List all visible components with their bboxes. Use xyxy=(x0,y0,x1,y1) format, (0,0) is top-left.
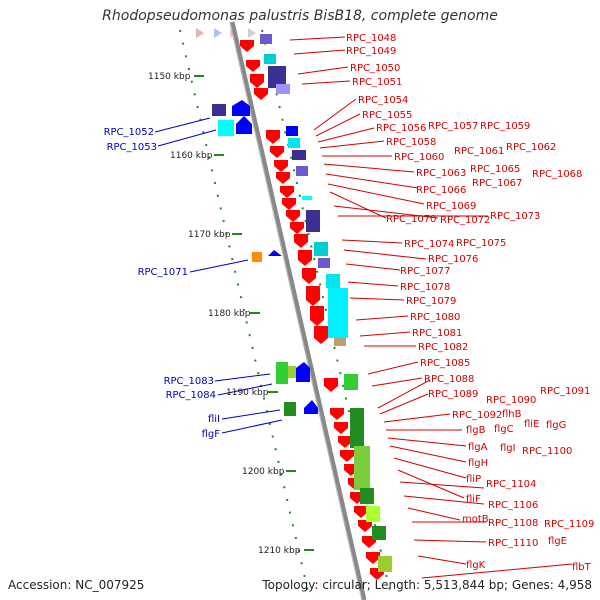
gene-label[interactable]: flgI xyxy=(500,443,516,454)
gene-label[interactable]: fliF xyxy=(466,494,481,505)
gene-label[interactable]: RPC_1077 xyxy=(400,266,450,277)
gene-label[interactable]: RPC_1075 xyxy=(456,238,506,249)
gene-label[interactable]: flgK xyxy=(466,560,486,571)
kbp-tick-marks xyxy=(194,75,314,551)
gene-label[interactable]: RPC_1079 xyxy=(406,296,456,307)
genome-summary-text: Topology: circular; Length: 5,513,844 bp… xyxy=(262,578,592,592)
kbp-label-1160: 1160 kbp xyxy=(170,151,213,161)
gene-label[interactable]: fliP xyxy=(466,474,481,485)
gene-label[interactable]: fliI xyxy=(208,414,220,425)
gene-label[interactable]: RPC_1109 xyxy=(544,519,594,530)
gene-label[interactable]: RPC_1083 xyxy=(164,376,214,387)
left-features xyxy=(212,100,318,416)
genome-backbone-highlight xyxy=(229,21,363,600)
ortholog-blocks xyxy=(260,34,392,572)
gene-label[interactable]: RPC_1055 xyxy=(362,110,412,121)
gene-label[interactable]: RPC_1061 xyxy=(454,146,504,157)
gene-label[interactable]: RPC_1054 xyxy=(358,95,408,106)
gene-label[interactable]: RPC_1073 xyxy=(490,211,540,222)
gene-label[interactable]: RPC_1070 xyxy=(386,214,436,225)
genome-backbone xyxy=(229,21,367,600)
gene-label[interactable]: RPC_1071 xyxy=(138,267,188,278)
gene-label[interactable]: RPC_1069 xyxy=(426,201,476,212)
gene-label[interactable]: RPC_1074 xyxy=(404,239,454,250)
gene-label[interactable]: RPC_1081 xyxy=(412,328,462,339)
right-connectors xyxy=(289,36,573,579)
left-connectors xyxy=(154,117,283,434)
gene-label[interactable]: RPC_1067 xyxy=(472,178,522,189)
right-gene-labels: RPC_1048 RPC_1049 RPC_1050 RPC_1051 RPC_… xyxy=(346,33,594,573)
kbp-label-1150: 1150 kbp xyxy=(148,72,191,82)
kbp-label-1170: 1170 kbp xyxy=(188,230,231,240)
gene-label[interactable]: RPC_1090 xyxy=(486,395,536,406)
gene-label[interactable]: RPC_1072 xyxy=(440,215,490,226)
gene-label[interactable]: RPC_1052 xyxy=(104,127,154,138)
gene-label[interactable]: RPC_1060 xyxy=(394,152,444,163)
gene-label[interactable]: flgF xyxy=(202,429,221,440)
gene-label[interactable]: motB xyxy=(462,514,489,525)
gene-label[interactable]: RPC_1084 xyxy=(166,390,216,401)
gene-label[interactable]: RPC_1053 xyxy=(107,142,157,153)
gene-label[interactable]: RPC_1062 xyxy=(506,142,556,153)
gene-label[interactable]: RPC_1076 xyxy=(428,254,478,265)
gene-label[interactable]: RPC_1104 xyxy=(486,479,536,490)
gene-label[interactable]: RPC_1085 xyxy=(420,358,470,369)
gene-label[interactable]: RPC_1068 xyxy=(532,169,582,180)
gene-label[interactable]: flgB xyxy=(466,425,486,436)
gene-label[interactable]: RPC_1091 xyxy=(540,386,590,397)
gene-label[interactable]: flgE xyxy=(548,536,567,547)
accession-text: Accession: NC_007925 xyxy=(8,578,145,592)
gene-label[interactable]: flgC xyxy=(494,424,514,435)
top-faded-marks xyxy=(196,28,256,38)
gene-label[interactable]: RPC_1110 xyxy=(488,538,538,549)
gene-label[interactable]: RPC_1092 xyxy=(452,410,502,421)
gene-label[interactable]: RPC_1080 xyxy=(410,312,460,323)
gene-label[interactable]: flgA xyxy=(468,442,488,453)
map-title: Rhodopseudomonas palustris BisB18, compl… xyxy=(102,8,498,24)
gene-label[interactable]: RPC_1066 xyxy=(416,185,466,196)
kbp-label-1200: 1200 kbp xyxy=(242,467,285,477)
gene-label[interactable]: RPC_1058 xyxy=(386,137,436,148)
gene-label[interactable]: RPC_1050 xyxy=(350,63,400,74)
gene-label[interactable]: fliE xyxy=(524,419,539,430)
gene-label[interactable]: flbT xyxy=(572,562,592,573)
gene-label[interactable]: RPC_1049 xyxy=(346,46,396,57)
gene-label[interactable]: flgH xyxy=(468,458,488,469)
gene-label[interactable]: flhB xyxy=(502,409,522,420)
gene-label[interactable]: RPC_1051 xyxy=(352,77,402,88)
kbp-label-1210: 1210 kbp xyxy=(258,546,301,556)
minus-strand-genes xyxy=(240,40,384,580)
kbp-label-1180: 1180 kbp xyxy=(208,309,251,319)
gene-label[interactable]: RPC_1082 xyxy=(418,342,468,353)
left-gene-labels: RPC_1052 RPC_1053 RPC_1071 RPC_1083 RPC_… xyxy=(104,127,221,440)
kbp-label-1190: 1190 kbp xyxy=(226,388,269,398)
gene-label[interactable]: RPC_1088 xyxy=(424,374,474,385)
gene-label[interactable]: RPC_1056 xyxy=(376,123,426,134)
gene-label[interactable]: RPC_1048 xyxy=(346,33,396,44)
gene-label[interactable]: RPC_1089 xyxy=(428,389,478,400)
gene-label[interactable]: flgG xyxy=(546,420,566,431)
gene-label[interactable]: RPC_1065 xyxy=(470,164,520,175)
gene-label[interactable]: RPC_1108 xyxy=(488,518,538,529)
gene-label[interactable]: RPC_1106 xyxy=(488,500,538,511)
gene-label[interactable]: RPC_1057 xyxy=(428,121,478,132)
gene-label[interactable]: RPC_1078 xyxy=(400,282,450,293)
kbp-tick-labels: 1150 kbp 1160 kbp 1170 kbp 1180 kbp 1190… xyxy=(148,72,301,556)
gene-label[interactable]: RPC_1059 xyxy=(480,121,530,132)
gene-label[interactable]: RPC_1100 xyxy=(522,446,572,457)
gene-label[interactable]: RPC_1063 xyxy=(416,168,466,179)
